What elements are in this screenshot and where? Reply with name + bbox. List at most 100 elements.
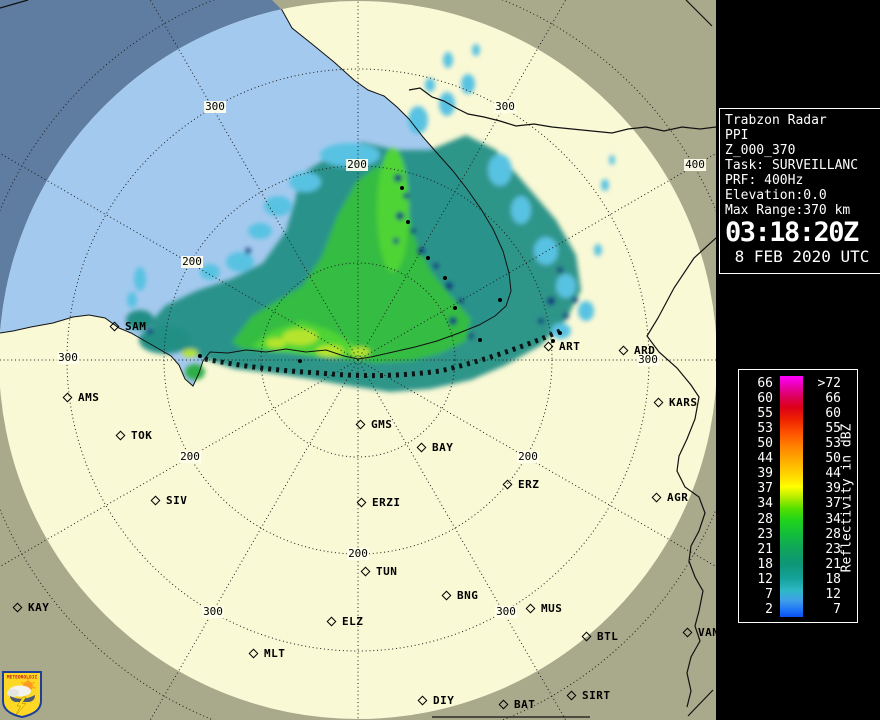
task-name: Task: SURVEILLANC	[725, 158, 859, 173]
scale-value-left: 21	[757, 541, 773, 557]
station-label: BNG	[457, 589, 479, 602]
station-label: ELZ	[342, 615, 364, 628]
station-label: MLT	[264, 647, 286, 660]
station-label: ERZI	[372, 496, 401, 509]
scale-row: 12 18	[739, 572, 857, 587]
range-ring-label: 300	[202, 605, 224, 618]
side-panel: Trabzon Radar PPI Z_000_370 Task: SURVEI…	[716, 0, 880, 720]
scale-row: 39 44	[739, 466, 857, 481]
scale-value-right: 28	[825, 526, 841, 542]
scale-value-left: 66	[757, 376, 773, 391]
logo-text: METEOROLOJI	[7, 675, 38, 681]
scale-row: 7 12	[739, 587, 857, 602]
station-label: AGR	[667, 491, 689, 504]
scale-value-left: 7	[765, 586, 773, 602]
scale-value-right: 66	[825, 391, 841, 407]
scale-value-right: >72	[817, 376, 841, 391]
max-range-value: Max Range:370 km	[725, 203, 851, 218]
logo-shield-icon: METEOROLOJI	[2, 671, 42, 719]
station-label: SAM	[125, 320, 147, 333]
range-ring-label: 200	[517, 450, 539, 463]
range-ring-label: 200	[179, 450, 201, 463]
scale-value-left: 55	[757, 406, 773, 422]
scale-row: 55 60	[739, 406, 857, 421]
range-ring-label: 400	[684, 158, 706, 171]
scale-value-right: 12	[825, 586, 841, 602]
scale-value-right: 7	[833, 601, 841, 617]
scale-row: 21 23	[739, 542, 857, 557]
station-label: ERZ	[518, 478, 540, 491]
scale-value-left: 37	[757, 481, 773, 497]
scale-value-right: 23	[825, 541, 841, 557]
range-ring-label: 300	[495, 605, 517, 618]
scale-value-left: 23	[757, 526, 773, 542]
product-id: Z_000_370	[725, 143, 796, 158]
station-label: ART	[559, 340, 581, 353]
scale-value-right: 37	[825, 496, 841, 512]
scale-row: 50 53	[739, 436, 857, 451]
scale-row: 18 21	[739, 557, 857, 572]
country-borders	[0, 0, 716, 718]
station-label: TOK	[131, 429, 153, 442]
scale-value-right: 39	[825, 481, 841, 497]
scale-row: 66 >72	[739, 376, 857, 391]
station-label: AMS	[78, 391, 100, 404]
station-label: GMS	[371, 418, 393, 431]
scale-value-right: 34	[825, 511, 841, 527]
meteorology-logo: METEOROLOJI	[2, 671, 42, 720]
color-scale-bar	[780, 376, 803, 617]
station-label: KARS	[669, 396, 698, 409]
station-label: TUN	[376, 565, 398, 578]
range-ring-label: 300	[494, 100, 516, 113]
product-type: PPI	[725, 128, 749, 143]
scale-value-right: 53	[825, 436, 841, 452]
scale-row: 44 50	[739, 451, 857, 466]
station-label: VAN	[698, 626, 720, 639]
range-ring-label: 200	[346, 158, 368, 171]
azimuth-radials	[0, 0, 716, 720]
station-label: KAY	[28, 601, 50, 614]
prf-value: PRF: 400Hz	[725, 173, 804, 188]
radar-map	[0, 0, 716, 720]
scan-time: 03:18:20Z	[725, 217, 859, 248]
scale-value-right: 44	[825, 466, 841, 482]
range-ring-label: 300	[204, 100, 226, 113]
reflectivity-scale: 66 >72 60 66 55 60 53 55 50 53 44 50 39 44 37 39 34 37 28 3…	[738, 369, 863, 628]
scale-value-right: 55	[825, 421, 841, 437]
range-ring-label: 300	[637, 353, 659, 366]
scale-value-left: 12	[757, 571, 773, 587]
station-label: SIRT	[582, 689, 611, 702]
scale-value-left: 39	[757, 466, 773, 482]
range-ring-label: 200	[347, 547, 369, 560]
station-label: ARD	[634, 344, 656, 357]
scale-row: 34 37	[739, 496, 857, 511]
scan-date: 8 FEB 2020 UTC	[734, 247, 870, 266]
scale-row: 28 34	[739, 512, 857, 527]
scale-value-left: 2	[765, 601, 773, 617]
station-label: MUS	[541, 602, 563, 615]
scale-row: 53 55	[739, 421, 857, 436]
scale-value-left: 53	[757, 421, 773, 437]
scale-title: Reflectivity in dBZ	[839, 423, 855, 573]
scale-value-left: 50	[757, 436, 773, 452]
station-label: BAY	[432, 441, 454, 454]
scale-value-right: 60	[825, 406, 841, 422]
radar-name: Trabzon Radar	[725, 113, 827, 128]
scale-value-left: 60	[757, 391, 773, 407]
station-label: SIV	[166, 494, 188, 507]
scale-row: 37 39	[739, 481, 857, 496]
scale-value-left: 34	[757, 496, 773, 512]
scale-value-right: 18	[825, 571, 841, 587]
scale-value-left: 28	[757, 511, 773, 527]
scale-value-left: 44	[757, 451, 773, 467]
scale-row: 60 66	[739, 391, 857, 406]
radar-info-box: Trabzon Radar PPI Z_000_370 Task: SURVEI…	[719, 108, 880, 279]
scale-value-right: 50	[825, 451, 841, 467]
scale-value-left: 18	[757, 556, 773, 572]
scale-row: 23 28	[739, 527, 857, 542]
station-label: BAT	[514, 698, 536, 711]
station-label: BTL	[597, 630, 619, 643]
range-ring-label: 200	[181, 255, 203, 268]
